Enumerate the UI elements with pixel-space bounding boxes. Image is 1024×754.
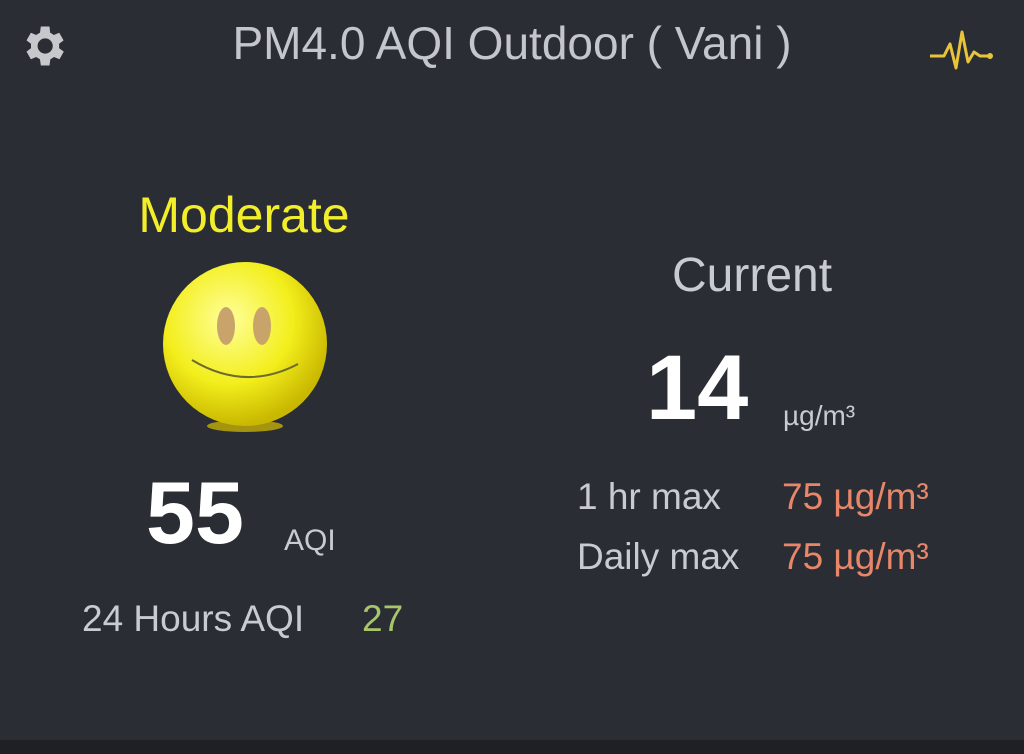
smiley-face-icon: [163, 262, 327, 432]
aqi-status: Moderate: [138, 187, 350, 243]
current-label: Current: [672, 249, 833, 302]
daily-max-label: Daily max: [577, 536, 740, 577]
gear-icon[interactable]: [14, 20, 72, 72]
aqi-unit: AQI: [284, 524, 336, 557]
current-unit: µg/m³: [783, 400, 856, 431]
aqi-24h-value: 27: [362, 598, 404, 639]
widget-title: PM4.0 AQI Outdoor ( Vani ): [232, 17, 792, 69]
pulse-icon[interactable]: [926, 22, 996, 78]
hr-max-value: 75 µg/m³: [782, 476, 929, 517]
daily-max-value: 75 µg/m³: [782, 536, 929, 577]
aqi-24h-label: 24 Hours AQI: [82, 598, 305, 639]
hr-max-label: 1 hr max: [577, 476, 721, 517]
bottom-border: [0, 740, 1024, 754]
aqi-value: 55: [146, 463, 244, 562]
current-value: 14: [646, 337, 749, 439]
